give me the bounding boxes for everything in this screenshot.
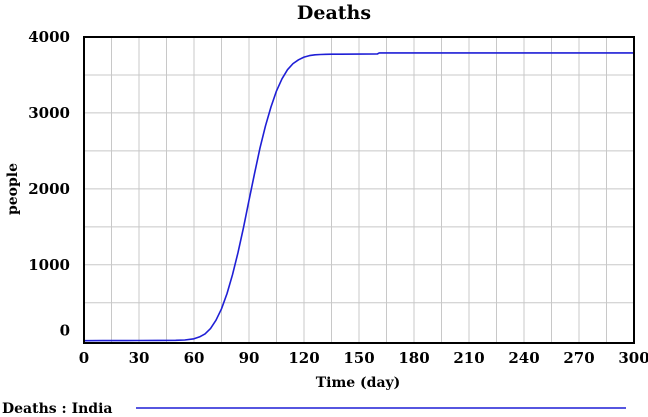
legend-label: Deaths : India — [2, 401, 112, 417]
x-axis-label: Time (day) — [316, 375, 401, 391]
y-tick-label: 2000 — [28, 180, 70, 198]
y-tick-label: 1000 — [28, 256, 70, 274]
x-tick-label: 120 — [288, 349, 319, 367]
y-axis-label: people — [5, 163, 21, 215]
grid-lines — [84, 37, 634, 343]
y-tick-label: 4000 — [28, 28, 70, 46]
x-tick-label: 270 — [563, 349, 594, 367]
y-tick-label: 3000 — [28, 104, 70, 122]
x-tick-label: 150 — [343, 349, 374, 367]
x-tick-label: 0 — [79, 349, 89, 367]
y-tick-label: 0 — [60, 322, 70, 340]
x-tick-label: 30 — [129, 349, 150, 367]
series-layer — [83, 52, 634, 342]
y-axis-ticks: 0 1000 2000 3000 4000 — [28, 28, 70, 340]
series-line-deaths-india — [83, 52, 634, 342]
x-tick-label: 90 — [239, 349, 260, 367]
x-axis-ticks: 0 30 60 90 120 150 180 210 240 270 300 — [79, 349, 648, 367]
x-tick-label: 240 — [508, 349, 539, 367]
chart-title: Deaths — [297, 2, 371, 24]
x-tick-label: 300 — [618, 349, 648, 367]
x-tick-label: 60 — [184, 349, 205, 367]
x-tick-label: 180 — [398, 349, 429, 367]
plot-frame — [83, 36, 635, 344]
legend: Deaths : India — [2, 401, 626, 417]
x-tick-label: 210 — [453, 349, 484, 367]
